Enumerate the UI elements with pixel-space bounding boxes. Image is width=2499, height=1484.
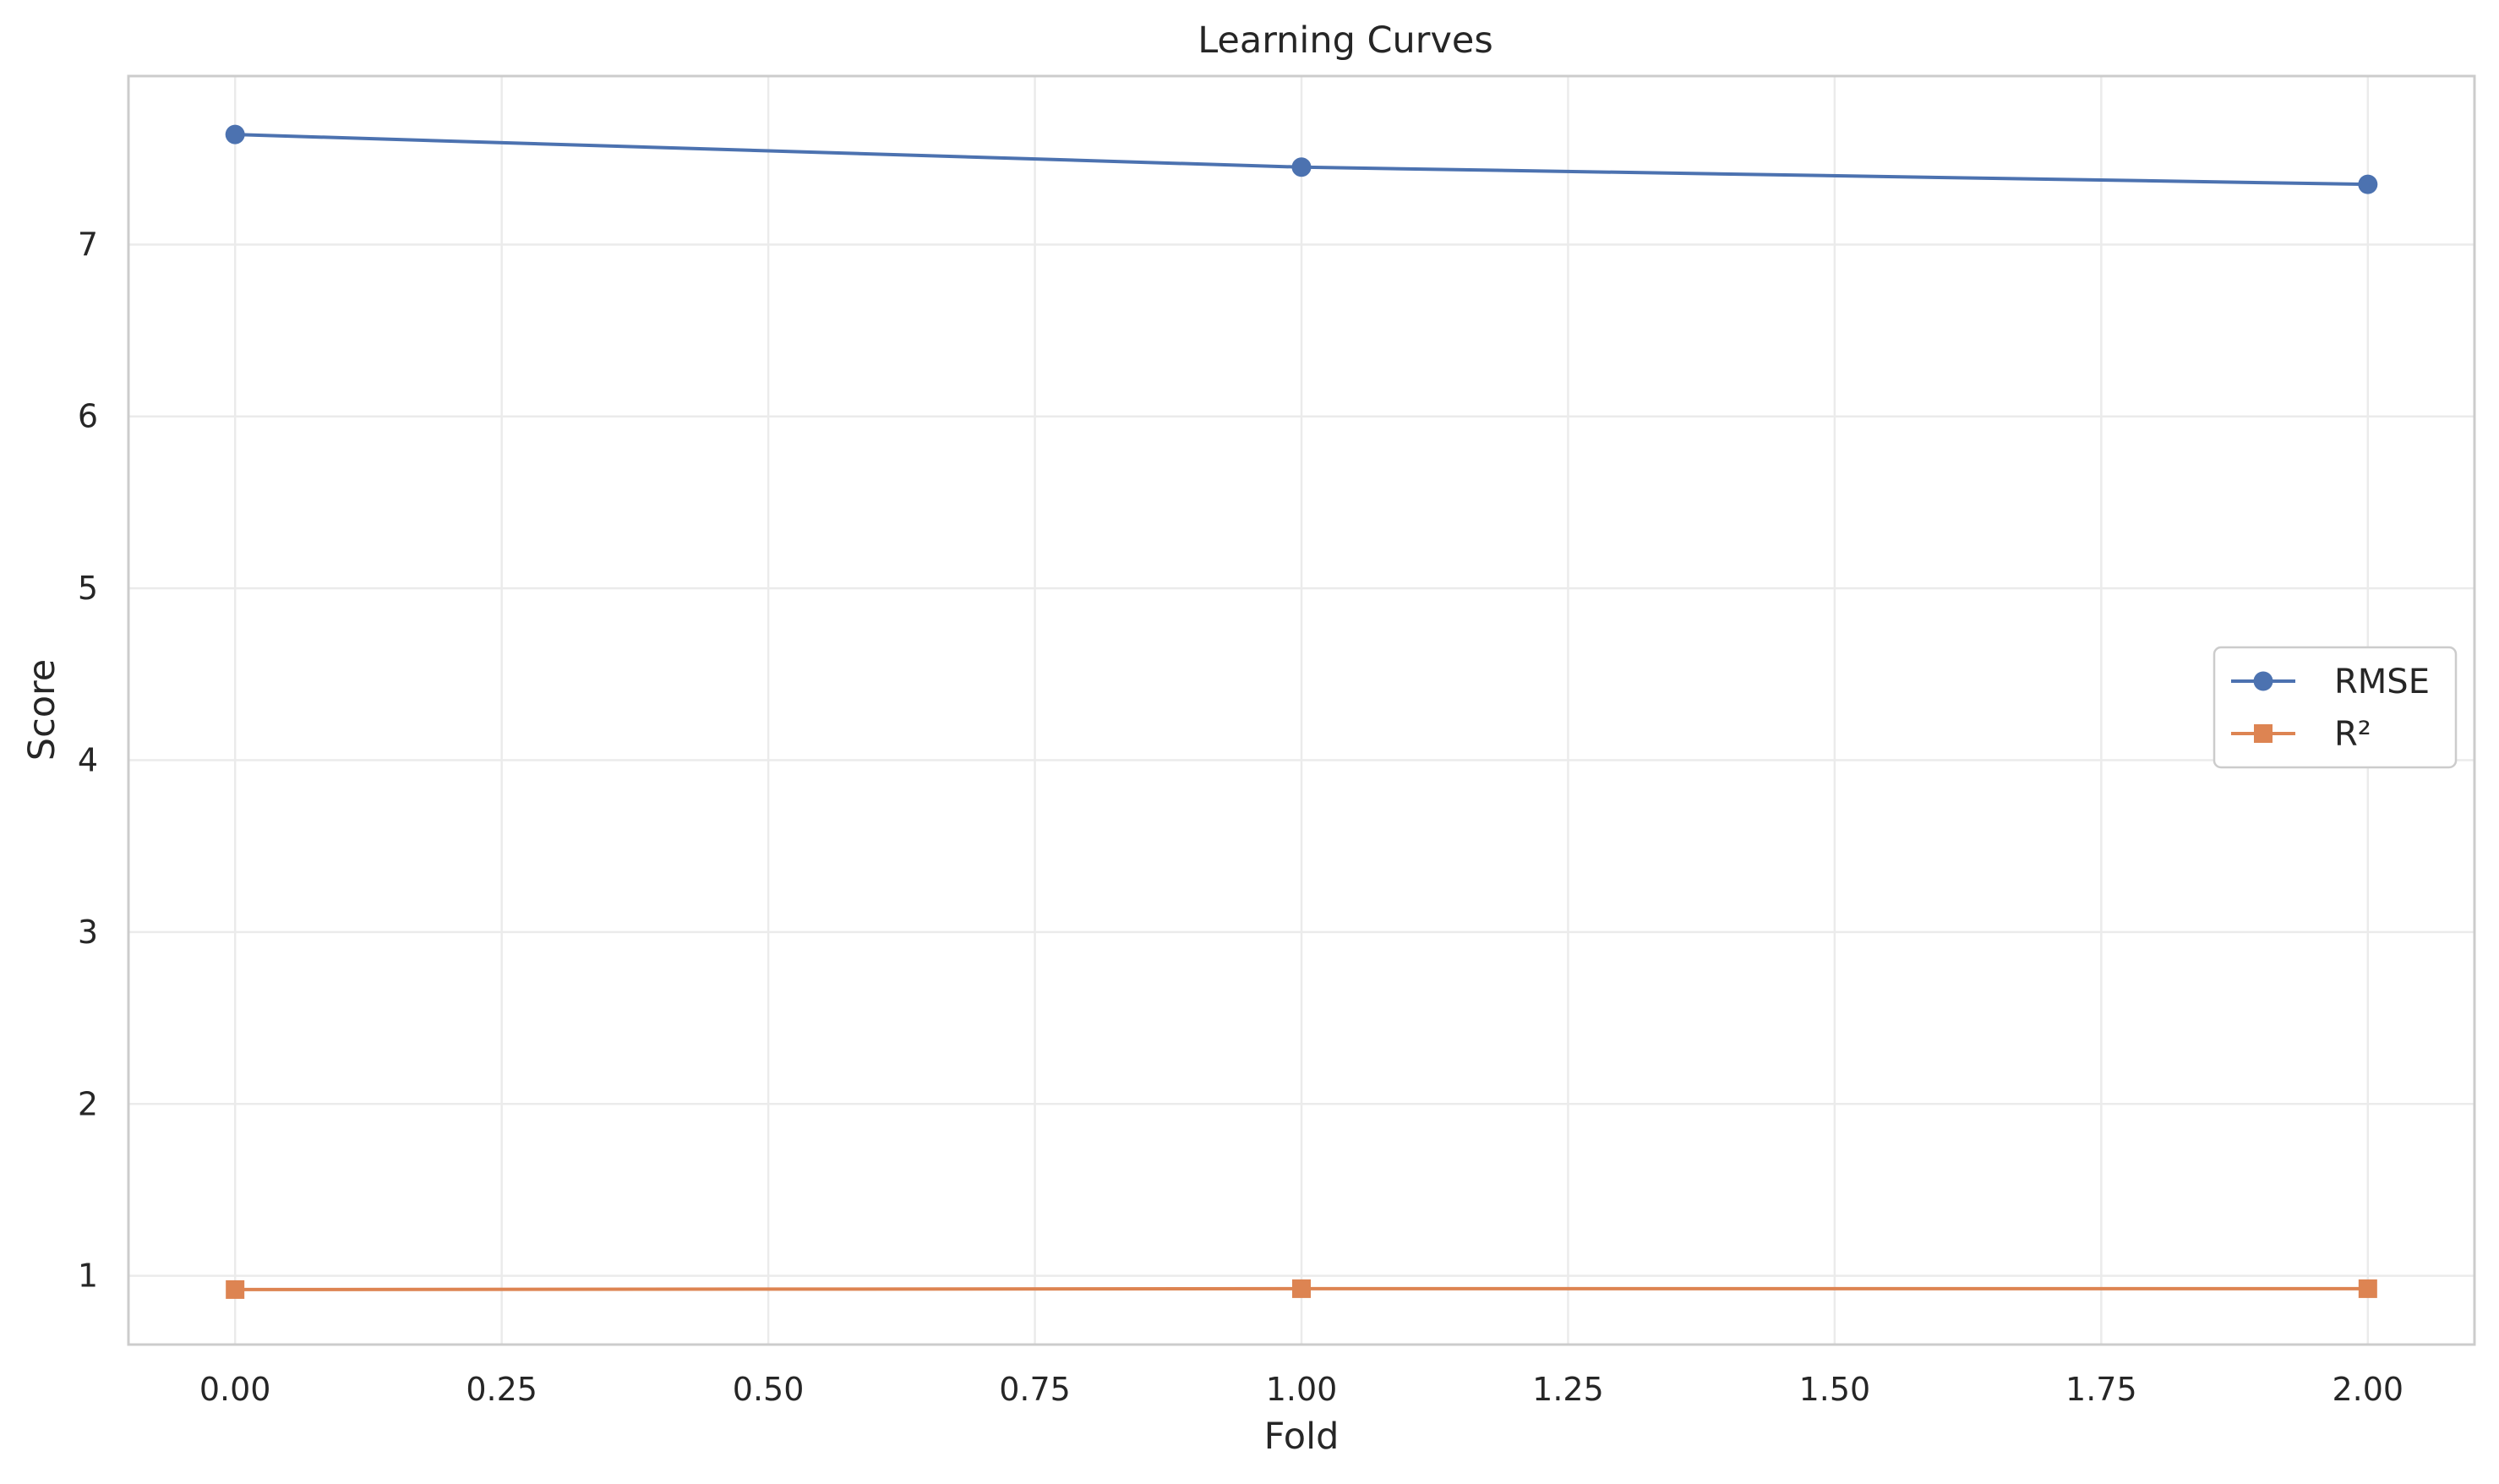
- x-tick-label: 0.00: [199, 1371, 271, 1408]
- series-2-marker: [226, 1279, 245, 1299]
- legend-item-2-label: R²: [2334, 715, 2371, 754]
- x-tick-label: 1.50: [1799, 1371, 1871, 1408]
- y-tick-label: 2: [78, 1085, 98, 1122]
- plot-frame: [127, 74, 2476, 1346]
- series-2-marker: [1292, 1279, 1311, 1298]
- y-tick-label: 7: [78, 226, 98, 263]
- x-tick-label: 1.25: [1532, 1371, 1604, 1408]
- series-1-marker: [225, 124, 245, 145]
- y-tick-label: 3: [78, 914, 98, 951]
- x-tick-labels: 0.00 0.25 0.50 0.75 1.00 1.25 1.50 1.75 2.00: [199, 1371, 2404, 1408]
- legend-box: [2213, 646, 2458, 769]
- series-1-marker: [1291, 157, 1312, 177]
- series-layer: [225, 124, 2378, 1299]
- chart-title: Learning Curves: [1198, 19, 1493, 62]
- legend-item-1-label: RMSE: [2334, 663, 2430, 701]
- x-axis-label: Fold: [1264, 1416, 1340, 1458]
- legend-item-2: R²: [2231, 715, 2371, 754]
- series-1-marker: [2358, 174, 2378, 194]
- legend-item-1: RMSE: [2231, 663, 2430, 701]
- legend-item-2-swatch-marker: [2254, 724, 2273, 743]
- y-tick-label: 5: [78, 570, 98, 607]
- y-tick-label: 1: [78, 1258, 98, 1295]
- legend-item-1-swatch-marker: [2253, 671, 2273, 691]
- x-tick-label: 0.50: [733, 1371, 805, 1408]
- series-2-marker: [2358, 1279, 2377, 1298]
- x-tick-label: 2.00: [2333, 1371, 2404, 1408]
- y-tick-label: 6: [78, 398, 98, 435]
- legend: RMSE R²: [2213, 646, 2458, 769]
- y-tick-labels: 1 2 3 4 5 6 7: [78, 226, 98, 1294]
- gridlines: [128, 76, 2474, 1345]
- x-tick-label: 0.25: [466, 1371, 537, 1408]
- y-tick-label: 4: [78, 741, 98, 778]
- x-tick-label: 1.75: [2065, 1371, 2137, 1408]
- x-tick-label: 0.75: [999, 1371, 1071, 1408]
- y-axis-label: Score: [21, 659, 63, 761]
- x-tick-label: 1.00: [1266, 1371, 1338, 1408]
